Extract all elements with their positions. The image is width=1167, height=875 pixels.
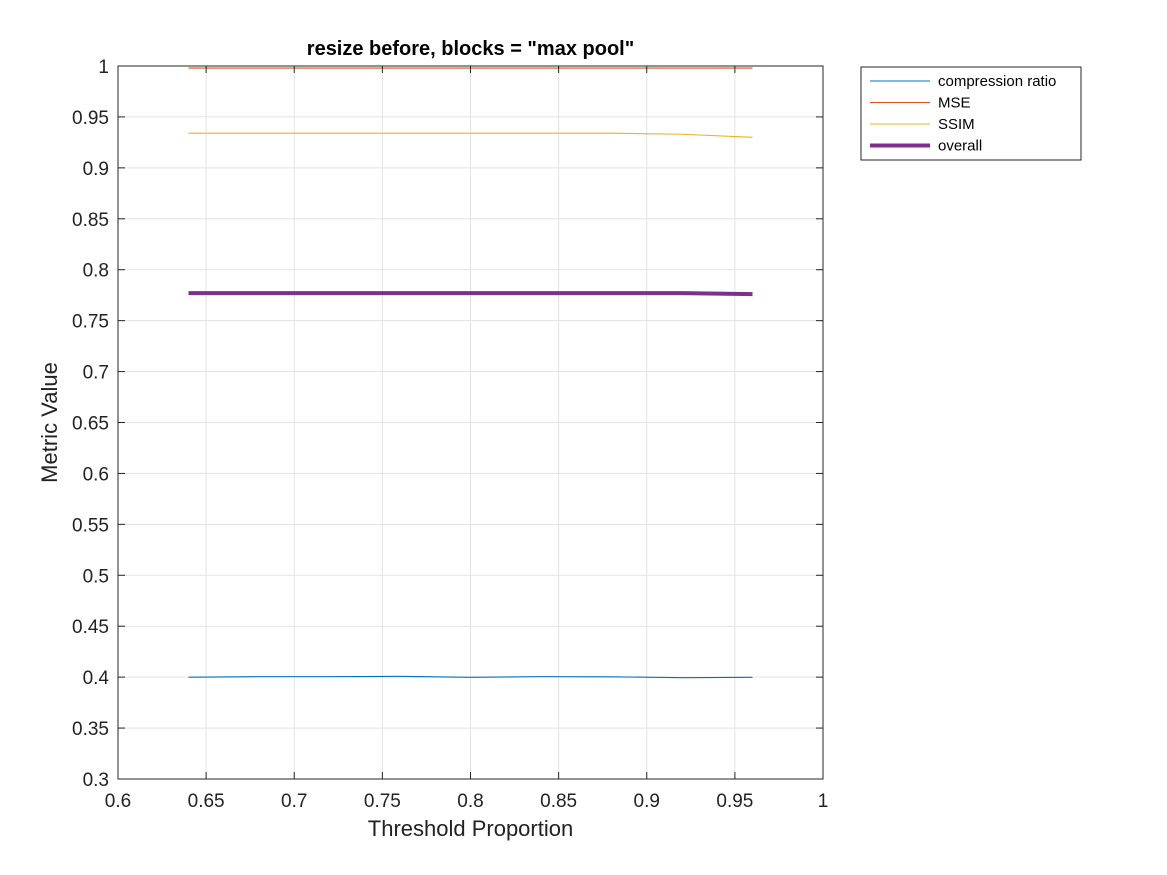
y-tick-label: 0.7 bbox=[83, 363, 109, 384]
y-tick-label: 0.95 bbox=[72, 108, 109, 129]
x-tick-labels: 0.6 0.65 0.7 0.75 0.8 0.85 0.9 0.95 1 bbox=[105, 791, 829, 812]
x-tick-label: 0.75 bbox=[364, 791, 401, 812]
y-tick-label: 0.3 bbox=[83, 770, 109, 791]
x-tick-label: 0.95 bbox=[716, 791, 753, 812]
y-tick-label: 1 bbox=[98, 57, 109, 78]
y-tick-label: 0.75 bbox=[72, 312, 109, 333]
y-tick-label: 0.9 bbox=[83, 159, 109, 180]
legend-label: MSE bbox=[938, 95, 971, 112]
legend-label: compression ratio bbox=[938, 73, 1056, 90]
x-tick-label: 0.9 bbox=[634, 791, 660, 812]
y-tick-label: 0.8 bbox=[83, 261, 109, 282]
tick-marks bbox=[117, 65, 824, 780]
y-tick-label: 0.65 bbox=[72, 414, 109, 435]
y-tick-label: 0.85 bbox=[72, 210, 109, 231]
series-lines bbox=[188, 67, 753, 679]
series-line-overall bbox=[188, 291, 753, 297]
x-tick-label: 1 bbox=[818, 791, 829, 812]
x-tick-label: 0.8 bbox=[457, 791, 483, 812]
x-tick-label: 0.6 bbox=[105, 791, 131, 812]
legend-label: overall bbox=[938, 138, 982, 155]
series-line-compression-ratio bbox=[188, 675, 753, 679]
y-axis-label: Metric Value bbox=[37, 362, 62, 483]
y-tick-labels: 0.3 0.35 0.4 0.45 0.5 0.55 0.6 0.65 0.7 0.75 0.8 0.… bbox=[72, 57, 109, 791]
legend-items: compression ratio MSE SSIM overall bbox=[870, 73, 1056, 155]
x-axis-label: Threshold Proportion bbox=[368, 816, 573, 841]
y-tick-label: 0.6 bbox=[83, 464, 109, 485]
y-tick-label: 0.45 bbox=[72, 617, 109, 638]
chart-title: resize before, blocks = "max pool" bbox=[307, 38, 634, 60]
series-line-SSIM bbox=[188, 132, 753, 138]
legend: compression ratio MSE SSIM overall bbox=[860, 66, 1082, 161]
y-tick-label: 0.35 bbox=[72, 719, 109, 740]
x-tick-label: 0.65 bbox=[188, 791, 225, 812]
legend-label: SSIM bbox=[938, 116, 975, 133]
y-tick-label: 0.55 bbox=[72, 515, 109, 536]
y-tick-label: 0.5 bbox=[83, 566, 109, 587]
x-tick-label: 0.7 bbox=[281, 791, 307, 812]
x-tick-label: 0.85 bbox=[540, 791, 577, 812]
y-tick-label: 0.4 bbox=[83, 668, 110, 689]
